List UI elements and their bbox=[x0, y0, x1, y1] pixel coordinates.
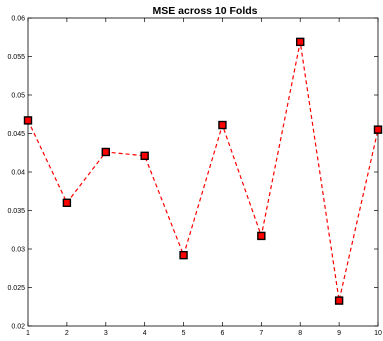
x-tick-label: 8 bbox=[298, 330, 302, 337]
data-point bbox=[296, 37, 305, 47]
y-tick-label: 0.055 bbox=[7, 54, 25, 61]
chart-title: MSE across 10 Folds bbox=[152, 5, 257, 17]
x-tick-label: 6 bbox=[220, 330, 224, 337]
y-tick-label: 0.045 bbox=[7, 131, 25, 138]
y-tick-label: 0.06 bbox=[11, 16, 25, 23]
x-tick-label: 1 bbox=[26, 330, 30, 337]
x-tick-label: 2 bbox=[65, 330, 69, 337]
data-point bbox=[257, 231, 266, 241]
data-point bbox=[179, 250, 188, 260]
y-tick-label: 0.02 bbox=[11, 324, 25, 331]
data-point bbox=[23, 116, 33, 125]
data-point bbox=[62, 198, 72, 208]
y-tick-label: 0.035 bbox=[7, 208, 25, 215]
x-tick-label: 9 bbox=[337, 330, 341, 337]
plot-frame bbox=[27, 17, 379, 327]
y-tick-label: 0.05 bbox=[11, 93, 25, 100]
y-tick-label: 0.025 bbox=[7, 285, 25, 292]
x-tick-label: 7 bbox=[259, 330, 263, 337]
x-tick-label: 3 bbox=[104, 330, 108, 337]
x-tick-label: 10 bbox=[374, 330, 382, 337]
series-line bbox=[27, 41, 379, 301]
series-mse bbox=[23, 37, 383, 305]
plot-axes: 0.02 0.025 0.03 0.035 0.04 0.045 0.05 0.055 0.06… bbox=[7, 16, 382, 338]
y-tick-label: 0.03 bbox=[11, 247, 25, 254]
x-tick-label: 5 bbox=[182, 330, 186, 337]
data-point bbox=[373, 125, 383, 134]
data-point bbox=[334, 296, 344, 305]
data-point bbox=[140, 151, 149, 161]
y-tick-label: 0.04 bbox=[11, 170, 25, 177]
x-tick-label: 4 bbox=[143, 330, 147, 337]
data-point bbox=[218, 120, 227, 130]
data-point bbox=[101, 147, 110, 157]
